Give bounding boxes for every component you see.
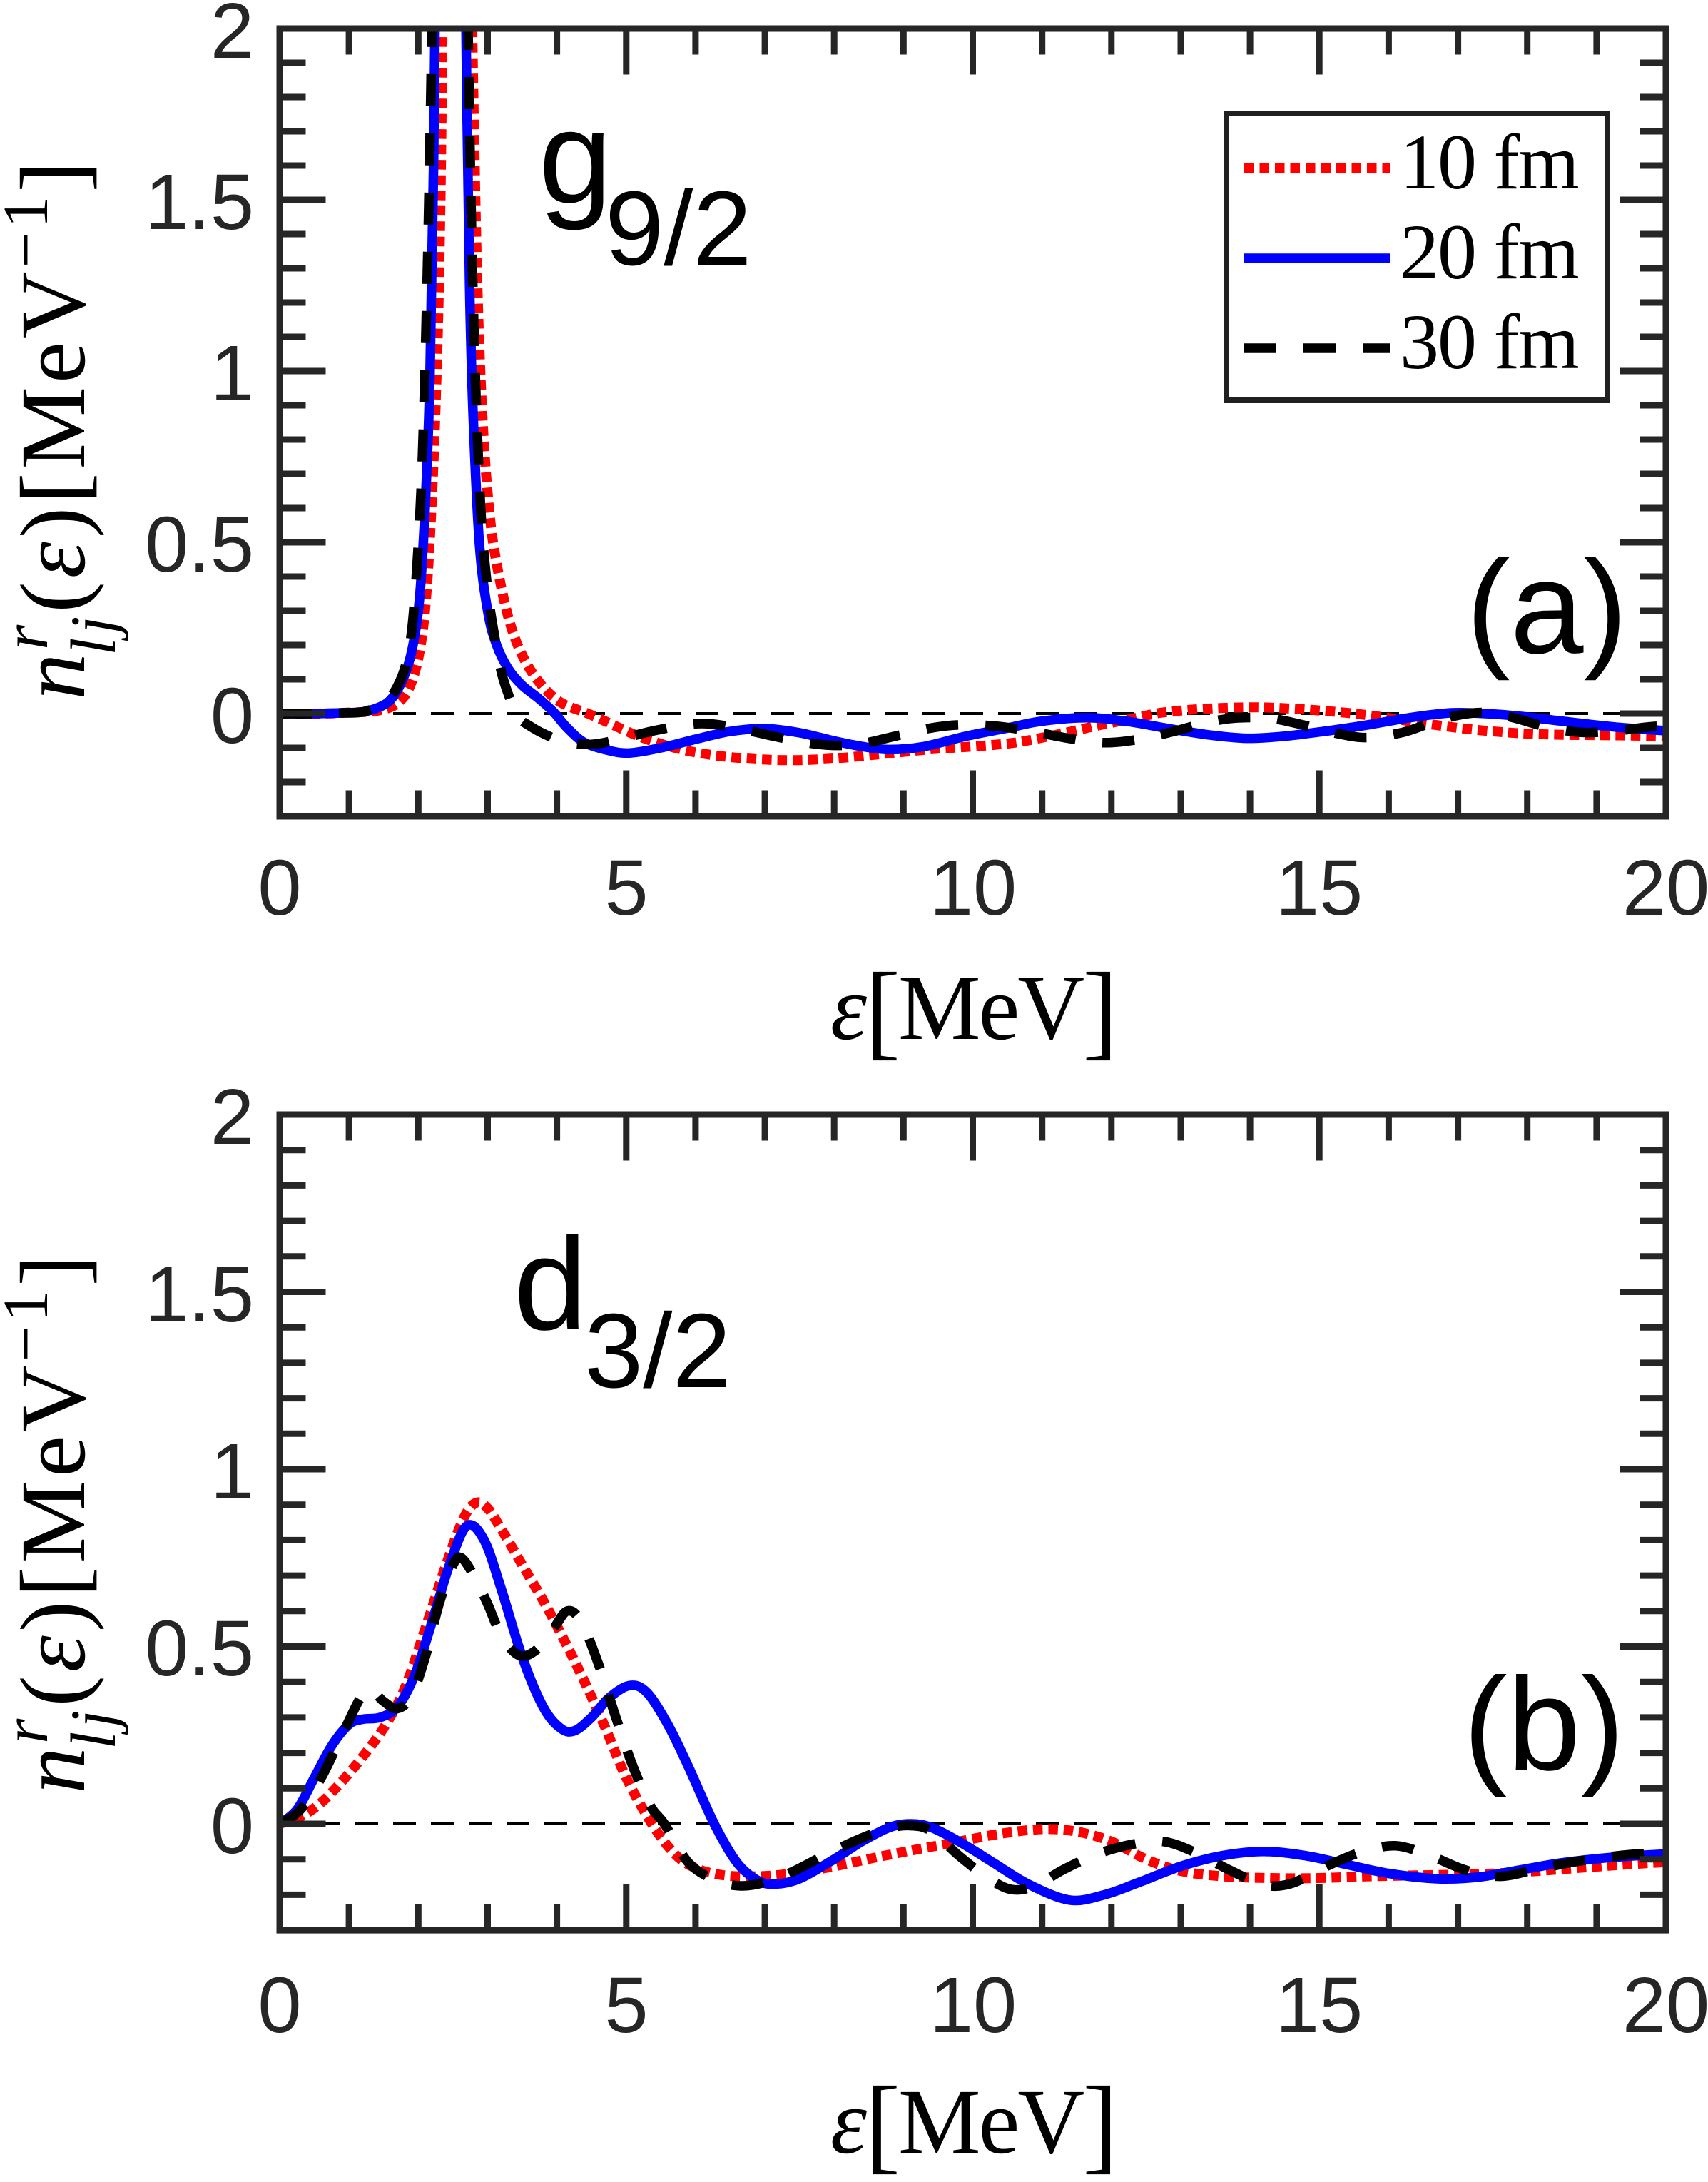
svg-text:3/2: 3/2: [584, 1292, 731, 1410]
svg-text:20: 20: [1622, 844, 1708, 932]
svg-text:g: g: [539, 84, 612, 231]
svg-text:10: 10: [930, 1962, 1017, 2049]
svg-text:20: 20: [1622, 1962, 1708, 2049]
svg-text:nrlj(ε)[MeV−1]: nrlj(ε)[MeV−1]: [0, 158, 129, 699]
svg-text:0: 0: [258, 844, 301, 932]
svg-text:nrlj(ε)[MeV−1]: nrlj(ε)[MeV−1]: [0, 1252, 129, 1793]
svg-text:0: 0: [210, 1782, 254, 1870]
svg-text:(a): (a): [1466, 534, 1627, 681]
svg-text:(b): (b): [1463, 1651, 1625, 1798]
svg-text:1.5: 1.5: [145, 158, 254, 246]
svg-text:0.5: 0.5: [145, 501, 254, 589]
svg-text:15: 15: [1276, 844, 1363, 932]
svg-text:10 fm: 10 fm: [1400, 118, 1578, 205]
svg-text:1.5: 1.5: [145, 1251, 254, 1339]
svg-text:5: 5: [604, 1962, 648, 2049]
svg-text:ε[MeV]: ε[MeV]: [830, 2065, 1116, 2178]
svg-text:9/2: 9/2: [605, 170, 752, 288]
svg-text:30 fm: 30 fm: [1400, 298, 1578, 385]
svg-text:d: d: [514, 1211, 587, 1358]
svg-text:1: 1: [210, 1428, 254, 1516]
svg-text:10: 10: [930, 844, 1017, 932]
svg-text:2: 2: [210, 0, 254, 75]
svg-text:ε[MeV]: ε[MeV]: [830, 951, 1116, 1070]
svg-text:20 fm: 20 fm: [1400, 208, 1578, 295]
svg-text:15: 15: [1276, 1962, 1363, 2049]
svg-text:5: 5: [604, 844, 648, 932]
svg-text:0: 0: [258, 1962, 301, 2049]
svg-text:0.5: 0.5: [145, 1605, 254, 1693]
svg-text:2: 2: [210, 1073, 254, 1161]
svg-text:1: 1: [210, 330, 254, 417]
svg-text:0: 0: [210, 672, 254, 760]
